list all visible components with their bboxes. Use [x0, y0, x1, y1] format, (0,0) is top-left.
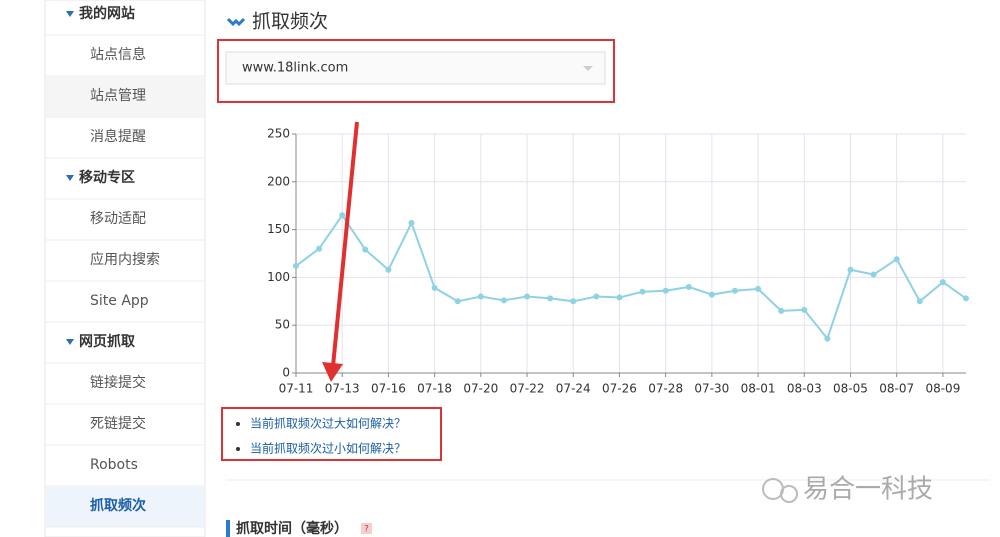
select-arrow	[583, 66, 593, 71]
data-point	[708, 291, 715, 298]
data-point	[316, 245, 323, 252]
watermark: 易合一科技	[762, 475, 933, 505]
data-point	[500, 297, 507, 304]
sidebar-item[interactable]	[46, 487, 204, 527]
sidebar-item-text: Site App	[90, 293, 149, 309]
sidebar-item[interactable]	[46, 405, 204, 445]
data-point	[477, 293, 484, 300]
x-tick-label: 07-13	[325, 382, 360, 396]
title-icon	[226, 17, 246, 27]
group-caret	[66, 339, 74, 345]
y-tick-label: 100	[267, 270, 290, 284]
x-tick-label: 08-03	[787, 382, 822, 396]
site-select-text: www.18link.com	[242, 61, 348, 76]
sidebar-item[interactable]	[46, 118, 204, 158]
sidebar-item-text: 站点管理	[90, 88, 146, 104]
annotation-box	[221, 407, 442, 461]
data-point	[685, 283, 692, 290]
data-point	[547, 295, 554, 302]
x-tick-label: 07-24	[556, 382, 591, 396]
help-link[interactable]: 当前抓取频次过大如何解决？	[250, 416, 406, 431]
bullet	[236, 422, 240, 426]
annotation-box	[217, 39, 615, 103]
data-point	[847, 266, 854, 273]
section-bar	[226, 520, 230, 537]
help-icon-text: ?	[364, 525, 369, 535]
y-tick-label: 200	[267, 174, 290, 188]
group-caret	[66, 11, 74, 17]
group-caret	[66, 175, 74, 181]
sidebar-item-text: 死链提交	[90, 415, 146, 432]
page-title: 抓取频次	[252, 11, 328, 33]
help-link[interactable]: 当前抓取频次过小如何解决？	[250, 441, 406, 456]
watermark-text: 易合一科技	[803, 475, 933, 505]
sidebar-item[interactable]	[46, 36, 204, 76]
x-tick-label: 07-11	[279, 382, 314, 396]
data-point	[570, 298, 577, 305]
y-tick-label: 0	[282, 366, 290, 380]
data-point	[755, 285, 762, 292]
data-point	[385, 266, 392, 273]
data-line	[295, 213, 967, 341]
data-point	[431, 284, 438, 291]
y-tick-label: 250	[267, 127, 290, 141]
sidebar-item-text: 链接提交	[90, 374, 146, 391]
chart: 0 50 100 150 200 250 07-11 07-13 07-16 07-18 07-20…	[267, 127, 969, 396]
sidebar-item-text: 应用内搜索	[90, 251, 160, 268]
data-point	[870, 271, 877, 278]
sidebar-group: 移动专区	[79, 169, 135, 186]
data-point	[824, 335, 831, 342]
data-point	[963, 295, 969, 302]
x-tick-label: 07-18	[417, 382, 452, 396]
data-point	[293, 262, 299, 269]
data-point	[339, 212, 346, 219]
data-point	[362, 246, 369, 253]
help-icon[interactable]	[361, 523, 372, 534]
sidebar-item-text: 消息提醒	[90, 128, 146, 145]
x-tick-label: 07-30	[694, 382, 729, 396]
x-tick-label: 08-01	[741, 382, 776, 396]
data-point	[454, 298, 461, 305]
x-tick-label: 08-07	[879, 382, 914, 396]
section-title: 抓取时间（毫秒）	[236, 520, 348, 537]
data-point	[731, 287, 738, 294]
data-point	[893, 256, 900, 263]
bullet	[236, 447, 240, 451]
sidebar-item[interactable]	[46, 77, 204, 117]
sidebar-item-text: 抓取频次	[90, 497, 146, 514]
data-point	[524, 293, 531, 300]
x-tick-label: 07-22	[510, 382, 545, 396]
y-tick-label: 150	[267, 222, 290, 236]
sidebar-item[interactable]	[46, 364, 204, 404]
sidebar-item-text: 移动适配	[90, 211, 146, 227]
annotation-arrow	[322, 121, 359, 382]
x-tick-label: 07-26	[602, 382, 637, 396]
data-point	[593, 293, 600, 300]
site-select[interactable]	[225, 51, 606, 85]
data-point	[916, 298, 923, 305]
data-point	[408, 219, 415, 226]
x-tick-label: 08-05	[833, 382, 868, 396]
sidebar-item[interactable]	[46, 200, 204, 240]
data-point	[662, 287, 669, 294]
y-tick-label: 50	[275, 318, 290, 332]
data-point	[639, 288, 646, 295]
data-point	[616, 294, 623, 301]
data-point	[939, 279, 946, 286]
sidebar-group: 网页抓取	[79, 333, 136, 350]
sidebar-group: 我的网站	[79, 5, 135, 22]
x-tick-label: 08-09	[925, 382, 960, 396]
sidebar-item[interactable]	[46, 446, 204, 486]
sidebar-item[interactable]	[46, 282, 204, 322]
x-tick-label: 07-16	[371, 382, 406, 396]
x-tick-label: 07-20	[463, 382, 498, 396]
x-tick-label: 07-28	[648, 382, 683, 396]
sidebar-item[interactable]	[46, 241, 204, 281]
sidebar-item-text: Robots	[90, 457, 138, 473]
data-point	[778, 307, 785, 314]
data-point	[801, 306, 808, 313]
sidebar-item-text: 站点信息	[90, 46, 146, 63]
